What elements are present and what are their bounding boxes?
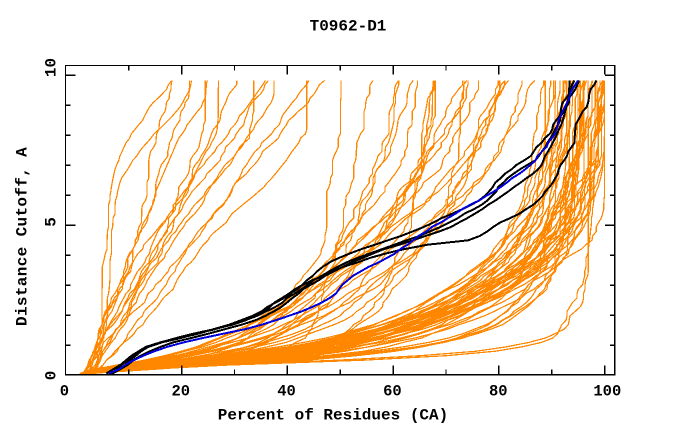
svg-text:5: 5: [42, 217, 60, 227]
svg-text:0: 0: [42, 371, 60, 381]
svg-text:Percent of Residues (CA): Percent of Residues (CA): [218, 407, 448, 425]
svg-text:10: 10: [42, 58, 60, 77]
svg-text:T0962-D1: T0962-D1: [310, 18, 387, 36]
svg-text:60: 60: [383, 382, 402, 400]
svg-text:Distance Cutoff, A: Distance Cutoff, A: [14, 147, 32, 326]
svg-text:100: 100: [593, 382, 621, 400]
svg-text:40: 40: [277, 382, 296, 400]
svg-text:0: 0: [60, 382, 69, 400]
svg-text:80: 80: [489, 382, 508, 400]
svg-text:20: 20: [171, 382, 190, 400]
